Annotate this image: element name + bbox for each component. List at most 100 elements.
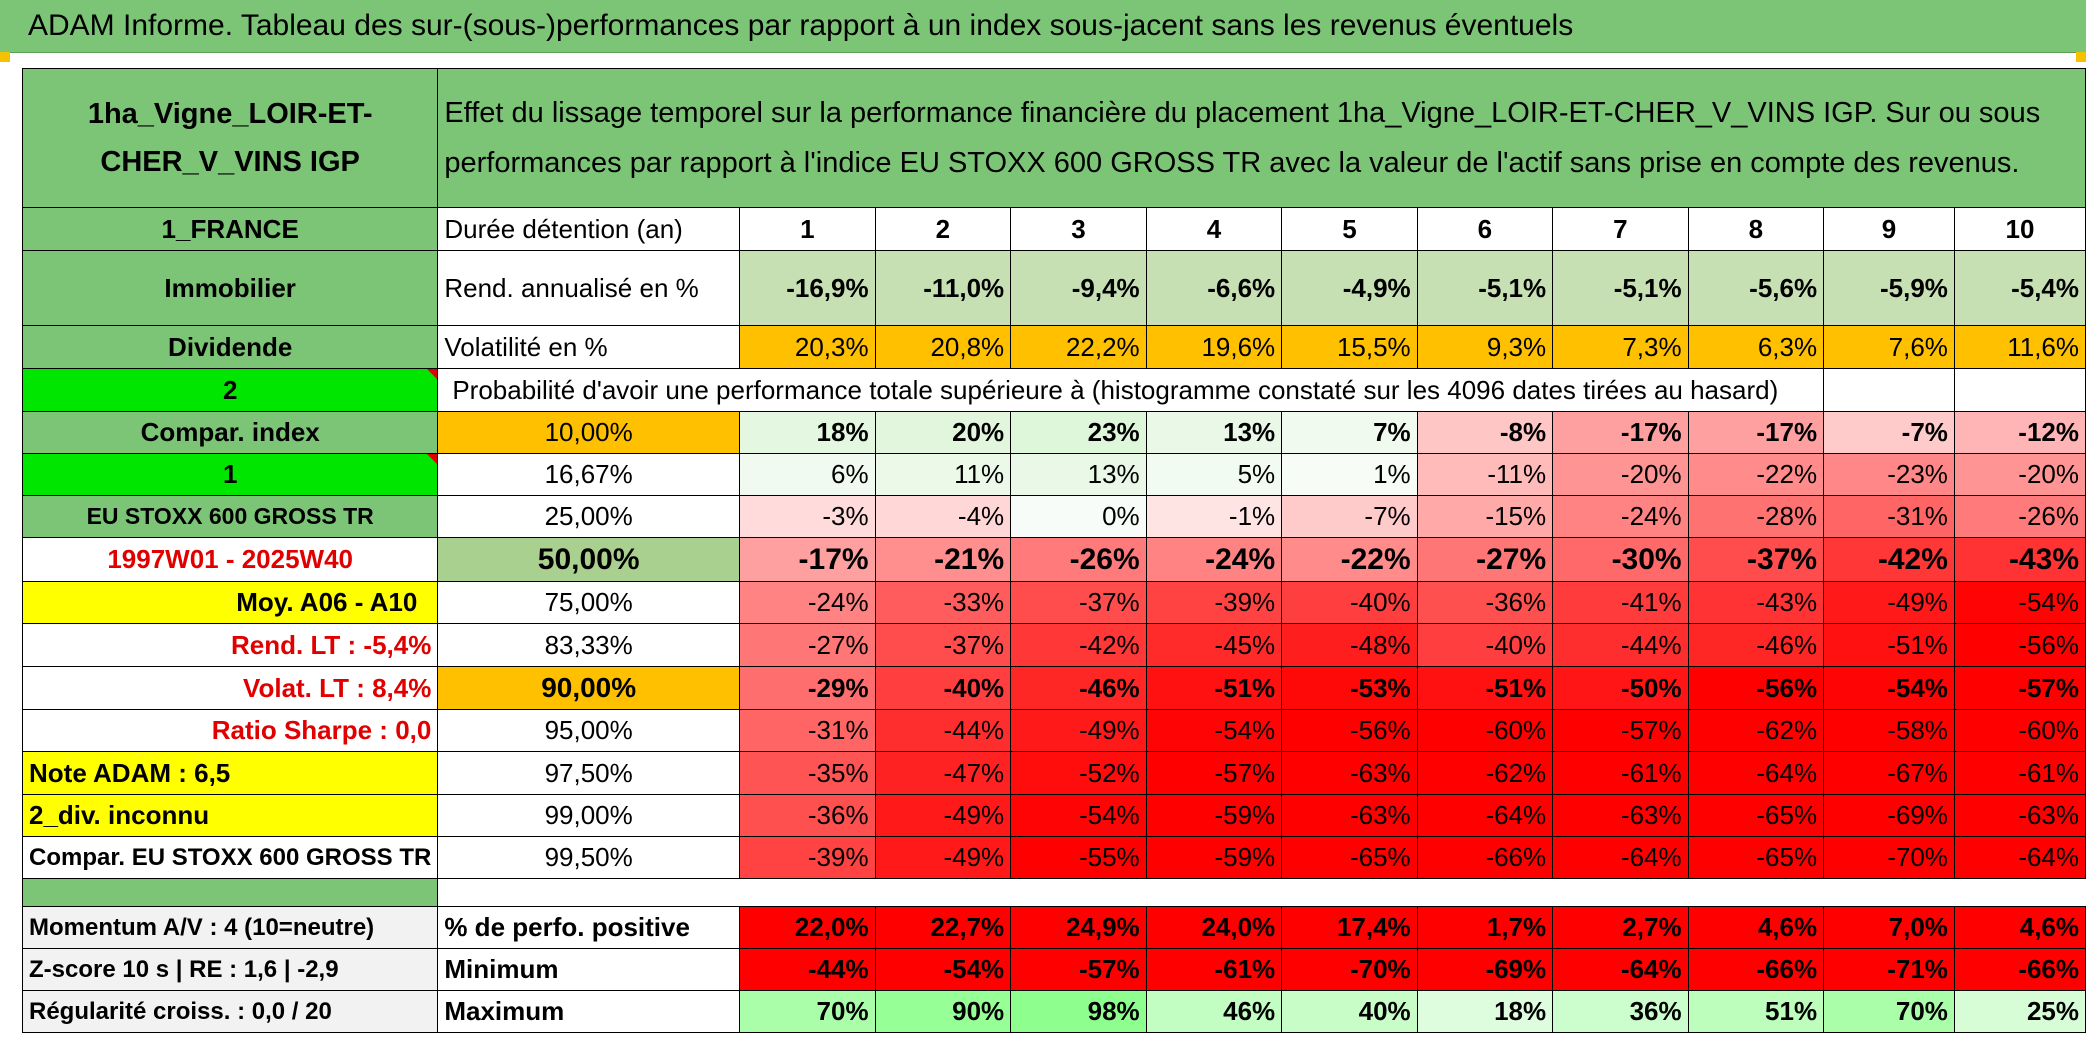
- rend-label: Rend. annualisé en %: [437, 250, 740, 326]
- year-header: 3: [1010, 207, 1147, 251]
- prob-cell: -7%: [1281, 495, 1418, 538]
- vol-cell: 11,6%: [1953, 325, 2086, 369]
- prob-cell: -58%: [1823, 709, 1955, 752]
- prob-cell: -64%: [1552, 836, 1689, 879]
- min-cell: -64%: [1552, 948, 1689, 991]
- pos-cell: 17,4%: [1281, 906, 1418, 949]
- compar-full-label: Compar. EU STOXX 600 GROSS TR: [21, 836, 439, 879]
- min-cell: -70%: [1281, 948, 1418, 991]
- vol-cell: 15,5%: [1281, 325, 1418, 369]
- prob-cell: 6%: [739, 453, 876, 496]
- prob-cell: -53%: [1281, 666, 1418, 710]
- pos-cell: 24,9%: [1010, 906, 1147, 949]
- sharpe-label: Ratio Sharpe : 0,0: [21, 709, 439, 752]
- prob-cell: -12%: [1953, 411, 2086, 454]
- prob-cell: -26%: [1953, 495, 2086, 538]
- prob-cell: -20%: [1953, 453, 2086, 496]
- prob-cell: -50%: [1552, 666, 1689, 710]
- prob-cell: -66%: [1416, 836, 1554, 879]
- prob-cell: -57%: [1552, 709, 1689, 752]
- prob-cell: -54%: [1145, 709, 1283, 752]
- index-name-label: EU STOXX 600 GROSS TR: [21, 495, 439, 538]
- max-cell: 25%: [1953, 990, 2086, 1033]
- regularite-label: Régularité croiss. : 0,0 / 20: [21, 990, 439, 1033]
- vol-cell: 20,8%: [874, 325, 1012, 369]
- prob-cell: -51%: [1823, 623, 1955, 667]
- header-description: Effet du lissage temporel sur la perform…: [437, 68, 2086, 208]
- prob-cell: -54%: [1953, 581, 2086, 624]
- prob-cell: -15%: [1416, 495, 1554, 538]
- percentile-cell: 97,50%: [437, 751, 740, 795]
- prob-cell: -54%: [1823, 666, 1955, 710]
- prob-cell: -48%: [1281, 623, 1418, 667]
- empty-cell: [1823, 368, 1955, 412]
- rend-cell: -5,6%: [1687, 250, 1825, 326]
- prob-cell: -4%: [874, 495, 1012, 538]
- prob-cell: -49%: [874, 794, 1012, 837]
- prob-cell: -57%: [1953, 666, 2086, 710]
- corner-marker: [0, 52, 10, 62]
- prob-cell: 23%: [1010, 411, 1147, 454]
- pos-cell: 1,7%: [1416, 906, 1554, 949]
- prob-cell: -49%: [1823, 581, 1955, 624]
- prob-cell: -59%: [1145, 836, 1283, 879]
- prob-cell: -60%: [1953, 709, 2086, 752]
- percentile-cell: 99,50%: [437, 836, 740, 879]
- pos-cell: 4,6%: [1953, 906, 2086, 949]
- prob-cell: -8%: [1416, 411, 1554, 454]
- year-header: 4: [1145, 207, 1283, 251]
- period-label: 1997W01 - 2025W40: [21, 537, 439, 582]
- prob-cell: -46%: [1687, 623, 1825, 667]
- selector-1[interactable]: 1: [21, 453, 439, 496]
- rend-cell: -5,9%: [1823, 250, 1955, 326]
- income-label: Dividende: [21, 325, 439, 369]
- prob-cell: -36%: [1416, 581, 1554, 624]
- prob-cell: 13%: [1145, 411, 1283, 454]
- prob-cell: -27%: [739, 623, 876, 667]
- year-header: 10: [1953, 207, 2086, 251]
- selector-2[interactable]: 2: [21, 368, 439, 412]
- prob-cell: -22%: [1281, 537, 1418, 582]
- prob-cell: -1%: [1145, 495, 1283, 538]
- prob-cell: -31%: [1823, 495, 1955, 538]
- prob-cell: -24%: [739, 581, 876, 624]
- prob-cell: -56%: [1953, 623, 2086, 667]
- min-cell: -71%: [1823, 948, 1955, 991]
- prob-cell: 0%: [1010, 495, 1147, 538]
- percentile-cell: 75,00%: [437, 581, 740, 624]
- percentile-cell: 16,67%: [437, 453, 740, 496]
- proba-caption: Probabilité d'avoir une performance tota…: [437, 368, 1825, 412]
- prob-cell: -63%: [1281, 794, 1418, 837]
- min-cell: -57%: [1010, 948, 1147, 991]
- pos-cell: 22,0%: [739, 906, 876, 949]
- prob-cell: -56%: [1687, 666, 1825, 710]
- prob-cell: -69%: [1823, 794, 1955, 837]
- rend-cell: -5,4%: [1953, 250, 2086, 326]
- prob-cell: -64%: [1416, 794, 1554, 837]
- prob-cell: -30%: [1552, 537, 1689, 582]
- rend-cell: -5,1%: [1416, 250, 1554, 326]
- note-adam-label: Note ADAM : 6,5: [21, 751, 439, 795]
- prob-cell: -22%: [1687, 453, 1825, 496]
- zscore-label: Z-score 10 s | RE : 1,6 | -2,9: [21, 948, 439, 991]
- prob-cell: -63%: [1552, 794, 1689, 837]
- percentile-cell: 83,33%: [437, 623, 740, 667]
- prob-cell: -37%: [874, 623, 1012, 667]
- prob-cell: -52%: [1010, 751, 1147, 795]
- pos-cell: 24,0%: [1145, 906, 1283, 949]
- min-cell: -54%: [874, 948, 1012, 991]
- prob-cell: -11%: [1416, 453, 1554, 496]
- prob-cell: -47%: [874, 751, 1012, 795]
- prob-cell: -37%: [1687, 537, 1825, 582]
- empty-cell: [1953, 368, 2086, 412]
- prob-cell: 20%: [874, 411, 1012, 454]
- prob-cell: -59%: [1145, 794, 1283, 837]
- max-cell: 90%: [874, 990, 1012, 1033]
- vol-cell: 9,3%: [1416, 325, 1554, 369]
- percentile-cell: 50,00%: [437, 537, 740, 582]
- pos-cell: 4,6%: [1687, 906, 1825, 949]
- prob-cell: -42%: [1823, 537, 1955, 582]
- pos-label: % de perfo. positive: [437, 906, 740, 949]
- prob-cell: -3%: [739, 495, 876, 538]
- prob-cell: -65%: [1281, 836, 1418, 879]
